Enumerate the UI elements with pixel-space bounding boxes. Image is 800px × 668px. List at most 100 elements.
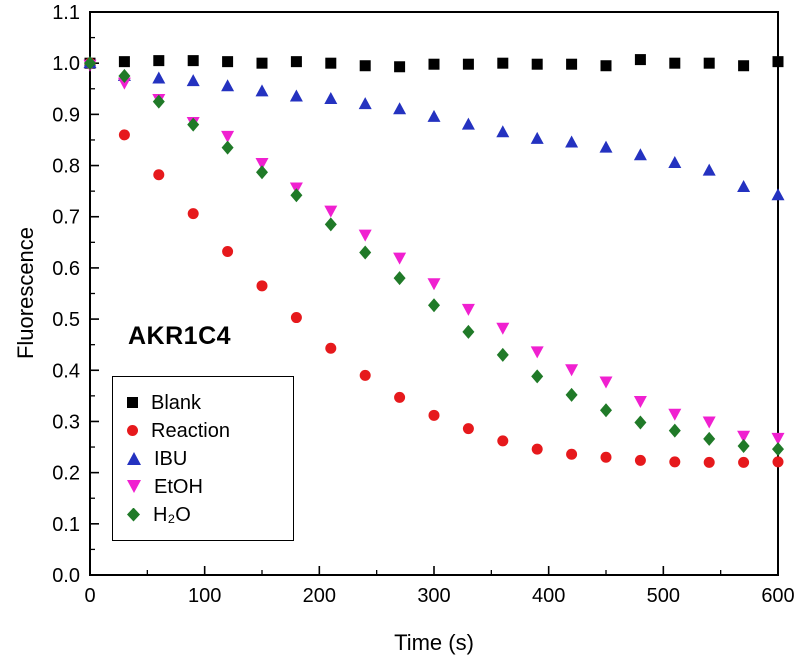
data-point-square xyxy=(738,60,750,72)
data-point-square xyxy=(600,60,612,72)
data-point-square xyxy=(118,56,130,68)
data-point-square xyxy=(153,55,165,67)
data-point-circle xyxy=(772,456,784,468)
legend-label-ibu: IBU xyxy=(154,447,188,470)
data-point-square xyxy=(462,58,474,70)
data-point-triangle-down xyxy=(393,252,407,265)
data-point-triangle-down xyxy=(633,395,647,408)
x-tick-label: 100 xyxy=(188,585,221,607)
diamond-marker-icon xyxy=(127,507,140,522)
y-axis-label: Fluorescence xyxy=(13,226,38,360)
data-point-triangle-down xyxy=(530,346,544,359)
data-point-square xyxy=(222,56,234,68)
data-point-triangle-up xyxy=(324,92,338,105)
y-tick-label: 0.1 xyxy=(52,514,80,536)
data-point-square xyxy=(394,61,406,73)
data-point-diamond xyxy=(600,403,612,418)
data-point-circle xyxy=(634,454,646,466)
y-tick-label: 0.6 xyxy=(52,258,80,280)
data-point-triangle-down xyxy=(771,432,785,445)
legend: Blank Reaction IBU EtOH H₂O xyxy=(112,376,294,541)
data-point-triangle-up xyxy=(530,131,544,144)
data-point-square xyxy=(428,58,440,70)
data-point-square xyxy=(325,57,337,69)
data-point-triangle-down xyxy=(221,130,235,143)
y-tick-label: 0.2 xyxy=(52,463,80,485)
data-point-diamond xyxy=(359,245,372,260)
data-point-triangle-down xyxy=(565,364,579,377)
y-tick-label: 0.9 xyxy=(52,104,80,126)
data-point-circle xyxy=(118,129,130,141)
data-point-triangle-up xyxy=(771,188,785,201)
data-point-triangle-down xyxy=(117,77,131,90)
data-point-square xyxy=(634,54,646,66)
data-point-square xyxy=(669,57,681,69)
data-point-triangle-up xyxy=(737,180,751,193)
data-point-square xyxy=(772,56,784,68)
data-point-square xyxy=(256,57,268,69)
legend-item-blank: Blank xyxy=(127,390,277,415)
data-point-square xyxy=(187,55,199,67)
y-tick-label: 0.5 xyxy=(52,309,80,331)
data-point-circle xyxy=(497,435,509,447)
x-tick-label: 400 xyxy=(532,585,565,607)
triangle-up-marker-icon xyxy=(127,452,141,465)
data-point-circle xyxy=(256,280,268,292)
data-point-triangle-down xyxy=(461,303,475,316)
data-point-triangle-up xyxy=(152,71,166,84)
y-tick-label: 1.1 xyxy=(52,2,80,24)
data-point-triangle-up xyxy=(358,97,372,110)
data-point-circle xyxy=(394,391,406,403)
y-tick-label: 1.0 xyxy=(52,53,80,75)
data-point-triangle-down xyxy=(496,322,510,335)
legend-label-etoh: EtOH xyxy=(154,475,203,498)
data-point-square xyxy=(531,58,543,70)
enzyme-annotation: AKR1C4 xyxy=(128,322,232,350)
data-point-triangle-up xyxy=(393,102,407,115)
data-point-triangle-down xyxy=(668,408,682,421)
data-point-triangle-up xyxy=(289,89,303,102)
data-point-diamond xyxy=(462,324,475,339)
legend-item-h2o: H₂O xyxy=(127,502,277,527)
legend-label-h2o: H₂O xyxy=(153,503,191,526)
data-point-triangle-down xyxy=(427,278,441,291)
legend-item-ibu: IBU xyxy=(127,446,277,471)
data-point-diamond xyxy=(324,217,337,232)
data-point-circle xyxy=(531,443,543,455)
data-point-triangle-up xyxy=(702,163,716,176)
data-point-triangle-up xyxy=(668,155,682,168)
data-point-circle xyxy=(222,246,234,258)
data-point-diamond xyxy=(221,140,234,155)
square-marker-icon xyxy=(127,397,138,408)
data-point-circle xyxy=(738,456,750,468)
data-point-triangle-up xyxy=(461,117,475,130)
x-tick-label: 200 xyxy=(303,585,336,607)
x-axis-label: Time (s) xyxy=(394,630,474,655)
data-point-triangle-down xyxy=(702,416,716,429)
data-point-triangle-up xyxy=(221,79,235,92)
data-point-circle xyxy=(428,409,440,421)
data-point-diamond xyxy=(118,68,131,83)
legend-label-blank: Blank xyxy=(151,391,202,414)
data-point-circle xyxy=(325,342,337,354)
data-point-triangle-up xyxy=(427,109,441,122)
data-point-circle xyxy=(600,451,612,463)
data-point-circle xyxy=(187,208,199,220)
data-point-circle xyxy=(153,169,165,181)
x-tick-label: 0 xyxy=(84,585,95,607)
data-point-diamond xyxy=(772,442,784,457)
legend-label-reaction: Reaction xyxy=(151,419,230,442)
data-point-triangle-up xyxy=(633,148,647,161)
data-point-diamond xyxy=(290,188,303,203)
data-point-square xyxy=(703,57,715,69)
circle-marker-icon xyxy=(127,425,138,436)
data-point-circle xyxy=(359,369,371,381)
data-point-diamond xyxy=(152,94,165,109)
data-point-diamond xyxy=(428,298,440,313)
data-point-diamond xyxy=(565,387,578,402)
data-point-square xyxy=(497,57,509,69)
data-point-triangle-down xyxy=(324,205,338,218)
data-point-triangle-up xyxy=(186,74,200,87)
